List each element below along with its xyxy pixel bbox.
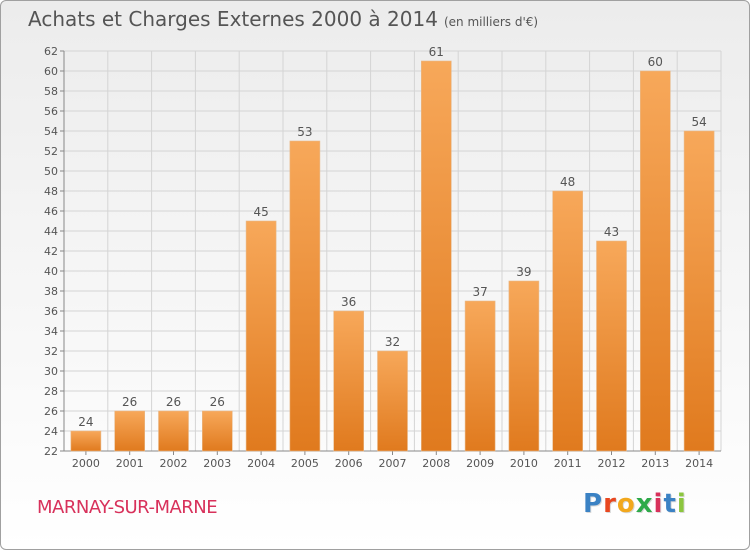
brand-logo-letter: i [653,489,664,519]
brand-logo-letter: r [603,489,617,519]
brand-logo: Proxiti [583,489,687,519]
bar [420,60,452,452]
y-tick-label: 38 [44,285,58,298]
x-tick-label: 2000 [72,457,100,470]
place-name: MARNAY-SUR-MARNE [37,497,218,518]
data-label: 37 [472,285,487,299]
chart-title-text: Achats et Charges Externes 2000 à 2014 [28,7,438,31]
y-tick-label: 50 [44,165,58,178]
bar [70,430,102,452]
chart-unit: (en milliers d'€) [443,15,539,29]
y-tick-label: 60 [44,65,58,78]
x-tick-label: 2006 [335,457,363,470]
chart-title: Achats et Charges Externes 2000 à 2014 (e… [28,7,538,31]
bar [639,70,671,452]
bar [245,220,277,452]
x-tick-label: 2003 [203,457,231,470]
bar [289,140,321,452]
data-labels: 24 26 26 26 45 53 36 32 61 37 39 48 43 60 54 [78,45,706,429]
data-label: 61 [429,45,444,59]
bar [508,280,540,452]
x-tick-label: 2005 [291,457,319,470]
y-tick-label: 54 [44,125,58,138]
y-tick-label: 42 [44,245,58,258]
data-label: 32 [385,335,400,349]
brand-logo-letter: i [676,489,687,519]
data-label: 54 [691,115,706,129]
bar [377,350,408,452]
y-tick-label: 58 [44,85,58,98]
y-tick-label: 36 [44,305,58,318]
y-tick-label: 26 [44,405,58,418]
data-label: 26 [210,395,225,409]
axes: 22 24 26 28 30 32 34 36 38 40 42 44 46 48 50 52 54 56 58 60… [44,45,721,470]
bar [552,190,584,452]
data-label: 60 [648,55,663,69]
brand-logo-letter: P [583,489,604,519]
x-tick-label: 2007 [379,457,407,470]
y-tick-label: 24 [44,425,58,438]
y-tick-label: 56 [44,105,58,118]
data-label: 43 [604,225,619,239]
x-tick-label: 2014 [685,457,713,470]
bar [683,130,715,452]
y-tick-label: 34 [44,325,58,338]
brand-logo-letter: o [616,489,636,519]
x-tick-label: 2002 [160,457,188,470]
data-label: 24 [78,415,93,429]
bar [158,410,189,452]
bar [114,410,145,452]
x-tick-label: 2008 [422,457,450,470]
data-label: 53 [297,125,312,139]
y-tick-label: 32 [44,345,58,358]
y-tick-label: 62 [44,45,58,58]
brand-logo-letter: t [663,489,677,519]
y-tick-label: 52 [44,145,58,158]
bar [333,310,365,452]
data-label: 26 [122,395,137,409]
bars [70,60,715,452]
x-tick-label: 2010 [510,457,538,470]
x-tick-label: 2011 [554,457,582,470]
bar [202,410,233,452]
x-tick-label: 2004 [247,457,275,470]
brand-logo-letter: x [635,489,654,519]
y-tick-label: 44 [44,225,58,238]
y-tick-label: 40 [44,265,58,278]
y-tick-label: 46 [44,205,58,218]
data-label: 36 [341,295,356,309]
x-tick-label: 2012 [598,457,626,470]
data-label: 26 [166,395,181,409]
x-tick-label: 2013 [641,457,669,470]
data-label: 48 [560,175,575,189]
x-tick-label: 2001 [116,457,144,470]
data-label: 45 [253,205,268,219]
x-tick-label: 2009 [466,457,494,470]
y-tick-label: 30 [44,365,58,378]
y-tick-label: 48 [44,185,58,198]
y-tick-label: 28 [44,385,58,398]
bar [596,240,627,452]
data-label: 39 [516,265,531,279]
y-tick-label: 22 [44,445,58,458]
bar [464,300,496,452]
